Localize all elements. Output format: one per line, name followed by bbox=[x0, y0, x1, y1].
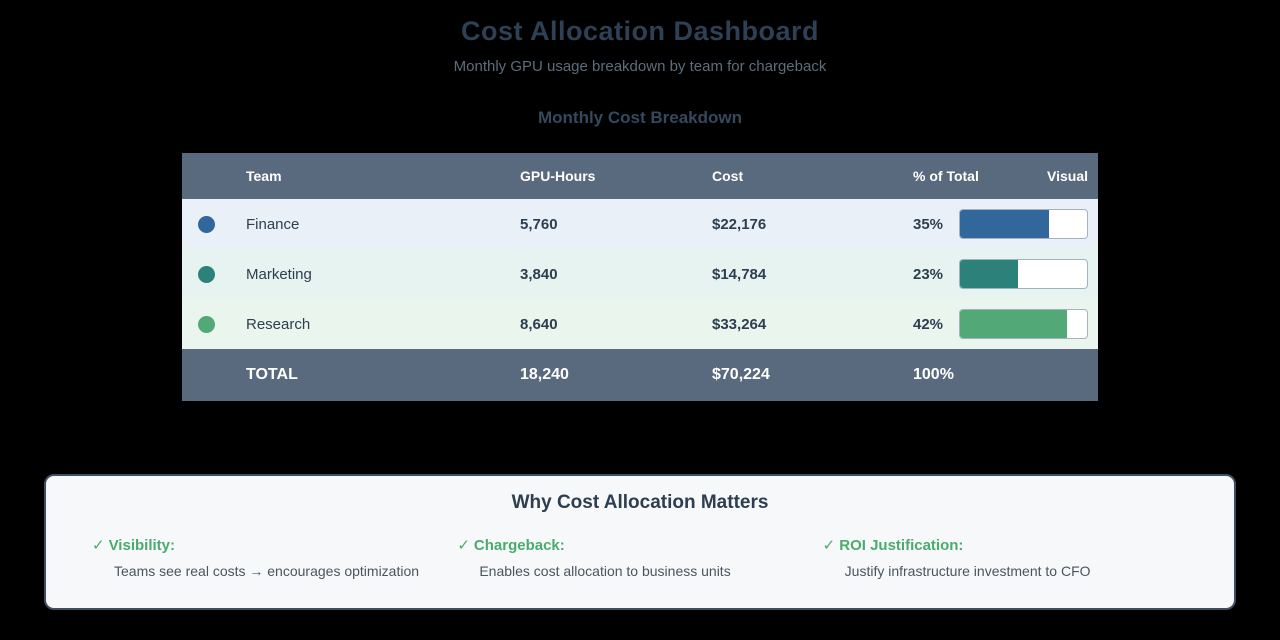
cost-value: $33,264 bbox=[712, 315, 767, 333]
section-title: Monthly Cost Breakdown bbox=[537, 108, 742, 127]
benefit-roi-justification: ✓ ROI Justification: Justify infrastructu… bbox=[823, 536, 1188, 579]
benefit-label-text: ROI Justification: bbox=[839, 537, 964, 554]
table-total-row: TOTAL 18,240 $70,224 100% bbox=[182, 349, 1098, 401]
check-icon: ✓ bbox=[457, 537, 470, 554]
benefit-description: Justify infrastructure investment to CFO bbox=[844, 563, 1091, 579]
total-label: TOTAL bbox=[246, 366, 298, 383]
info-card-title: Why Cost Allocation Matters bbox=[511, 492, 769, 513]
table-row-finance: Finance 5,760 $22,176 35% bbox=[182, 199, 1098, 249]
info-card: Why Cost Allocation Matters ✓ Visibility:… bbox=[44, 474, 1236, 610]
marketing-color-dot-icon bbox=[198, 265, 215, 283]
column-header-team: Team bbox=[246, 168, 282, 184]
pct-value: 35% bbox=[913, 215, 944, 233]
table-header-row: Team GPU-Hours Cost % of Total Visual bbox=[182, 153, 1098, 199]
finance-color-dot-icon bbox=[198, 215, 215, 233]
benefit-label: ✓ Visibility: bbox=[92, 536, 457, 554]
cost-value: $22,176 bbox=[712, 215, 767, 233]
gpu-hours-value: 8,640 bbox=[520, 315, 558, 333]
benefit-label-text: Chargeback: bbox=[473, 537, 565, 554]
check-icon: ✓ bbox=[822, 537, 836, 554]
total-pct: 100% bbox=[913, 366, 954, 383]
check-icon: ✓ bbox=[92, 537, 105, 554]
cost-value: $14,784 bbox=[712, 265, 767, 283]
gpu-hours-value: 5,760 bbox=[520, 215, 558, 233]
table-row-marketing: Marketing 3,840 $14,784 23% bbox=[182, 249, 1098, 299]
research-color-dot-icon bbox=[198, 315, 215, 333]
column-header-visual: Visual bbox=[1047, 168, 1088, 184]
finance-usage-bar-fill bbox=[960, 210, 1049, 238]
research-usage-bar bbox=[959, 309, 1088, 339]
benefit-description: Teams see real costs → encourages optimi… bbox=[114, 563, 420, 579]
cost-table: Team GPU-Hours Cost % of Total Visual Fi… bbox=[182, 153, 1098, 401]
marketing-usage-bar bbox=[959, 259, 1088, 289]
total-gpu-hours: 18,240 bbox=[520, 366, 569, 383]
research-usage-bar-fill bbox=[960, 310, 1067, 338]
benefit-label-text: Visibility: bbox=[108, 537, 175, 554]
gpu-hours-value: 3,840 bbox=[520, 265, 558, 283]
column-header-pct-of-total: % of Total bbox=[913, 168, 979, 184]
total-cost: $70,224 bbox=[712, 366, 770, 383]
finance-usage-bar bbox=[959, 209, 1088, 239]
page-title: Cost Allocation Dashboard bbox=[460, 16, 820, 46]
marketing-usage-bar-fill bbox=[960, 260, 1019, 288]
benefit-visibility: ✓ Visibility: Teams see real costs → enco… bbox=[92, 536, 457, 579]
pct-value: 23% bbox=[913, 265, 944, 283]
team-name: Finance bbox=[246, 215, 300, 233]
table-row-research: Research 8,640 $33,264 42% bbox=[182, 299, 1098, 349]
pct-value: 42% bbox=[913, 315, 944, 333]
benefit-label: ✓ Chargeback: bbox=[457, 536, 822, 554]
column-header-cost: Cost bbox=[712, 168, 744, 184]
benefit-chargeback: ✓ Chargeback: Enables cost allocation to … bbox=[457, 536, 822, 579]
team-name: Marketing bbox=[246, 265, 312, 283]
team-name: Research bbox=[246, 315, 311, 333]
benefits-grid: ✓ Visibility: Teams see real costs → enco… bbox=[46, 536, 1234, 579]
page-subtitle: Monthly GPU usage breakdown by team for … bbox=[453, 58, 827, 75]
benefit-label: ✓ ROI Justification: bbox=[823, 536, 1188, 554]
benefit-description: Enables cost allocation to business unit… bbox=[479, 563, 731, 579]
column-header-gpu-hours: GPU-Hours bbox=[520, 168, 596, 184]
